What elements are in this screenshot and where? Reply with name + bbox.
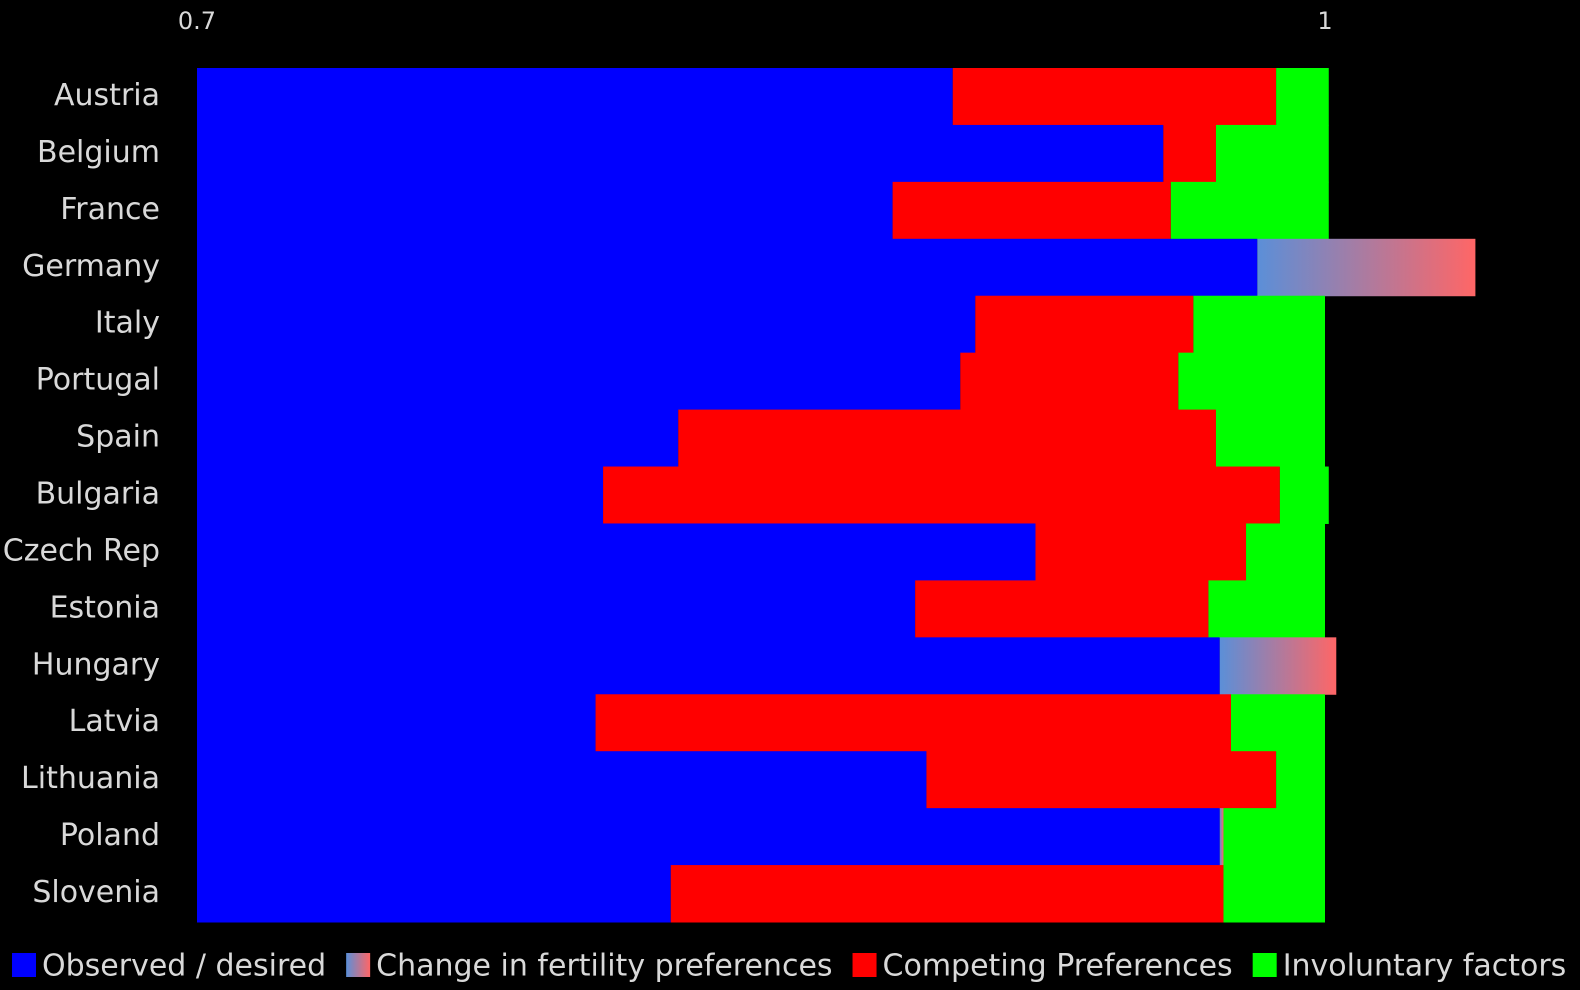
y-tick-label: Latvia — [69, 704, 160, 739]
bar-segment — [1276, 68, 1329, 126]
y-tick-label: Belgium — [37, 135, 160, 170]
bar-segment — [197, 466, 604, 524]
bar-segment — [197, 295, 976, 354]
bar-segment — [197, 694, 596, 752]
bar-segment — [1257, 238, 1476, 297]
bar-segment — [197, 580, 916, 638]
bar-segment — [892, 181, 1171, 240]
bar-segment — [197, 808, 1220, 866]
legend-swatch — [12, 953, 36, 977]
bar-segment — [1279, 466, 1329, 524]
bar-segment — [952, 68, 1277, 126]
bar-segment — [1219, 808, 1224, 866]
legend-label: Involuntary factors — [1283, 949, 1567, 984]
bar-segment — [1208, 580, 1325, 638]
bar-segment — [1223, 808, 1325, 866]
x-tick-label: 1 — [1317, 7, 1332, 35]
bar-segment — [975, 295, 1194, 354]
legend-label: Change in fertility preferences — [376, 949, 832, 984]
bar-segment — [603, 466, 1280, 524]
y-tick-label: Lithuania — [21, 761, 160, 796]
bar-segment — [1215, 124, 1329, 183]
bar-segment — [960, 352, 1179, 411]
bar-segment — [197, 865, 671, 923]
bar-segment — [915, 580, 1209, 638]
bar-segment — [197, 181, 893, 240]
bar-segment — [1246, 523, 1325, 581]
bar-segment — [1163, 124, 1216, 183]
legend-swatch — [1252, 953, 1277, 977]
y-tick-label: France — [60, 192, 160, 227]
bar-segment — [197, 409, 679, 468]
bar-segment — [595, 694, 1231, 752]
x-tick-label: 0.7 — [178, 7, 216, 35]
y-tick-label: Czech Rep — [3, 533, 160, 568]
bar-segment — [197, 68, 953, 126]
bar-segment — [1276, 751, 1325, 809]
bar-segment — [197, 523, 1036, 581]
bar-segment — [197, 751, 927, 809]
bar-segment — [197, 352, 961, 411]
bar-segment — [197, 238, 1258, 297]
bar-segment — [1035, 523, 1247, 581]
bar-segment — [1215, 409, 1325, 468]
y-tick-label: Spain — [76, 420, 160, 455]
y-tick-label: Austria — [54, 78, 160, 113]
legend-swatch — [852, 953, 877, 977]
y-tick-label: Portugal — [36, 363, 160, 398]
bar-segment — [670, 865, 1224, 923]
legend-label: Observed / desired — [42, 949, 326, 984]
bar-segment — [1219, 637, 1337, 695]
bar-segment — [926, 751, 1277, 809]
bar-segment — [1223, 865, 1325, 923]
y-tick-label: Hungary — [32, 647, 160, 682]
legend-label: Competing Preferences — [883, 949, 1233, 984]
bar-segment — [197, 637, 1220, 695]
bar-segment — [1178, 352, 1325, 411]
bar-segment — [1170, 181, 1329, 240]
y-tick-label: Italy — [95, 306, 160, 341]
y-tick-label: Germany — [22, 249, 160, 284]
bar-segment — [678, 409, 1216, 468]
bar-segment — [1231, 694, 1325, 752]
legend-swatch — [346, 953, 371, 977]
y-tick-label: Bulgaria — [36, 477, 160, 512]
bar-segment — [197, 124, 1164, 183]
y-tick-label: Estonia — [50, 590, 160, 625]
y-tick-label: Poland — [60, 818, 160, 853]
y-tick-label: Slovenia — [32, 875, 160, 910]
bar-segment — [1193, 295, 1325, 354]
